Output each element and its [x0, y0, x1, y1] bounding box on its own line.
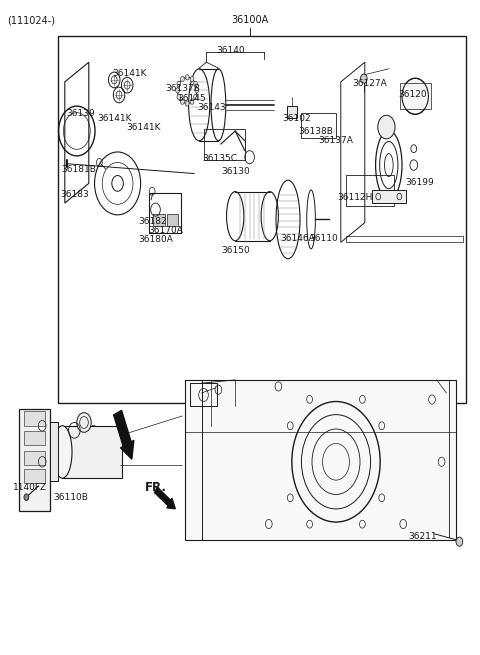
Circle shape	[456, 537, 463, 546]
Circle shape	[185, 75, 189, 80]
Text: 36211: 36211	[408, 532, 437, 541]
Text: 36183: 36183	[60, 190, 89, 199]
Ellipse shape	[77, 413, 91, 432]
Circle shape	[185, 101, 189, 106]
Bar	[372, 190, 406, 203]
Text: 1140FZ: 1140FZ	[12, 483, 47, 493]
Text: 36141K: 36141K	[127, 123, 161, 132]
Bar	[346, 175, 394, 206]
Ellipse shape	[84, 426, 103, 478]
Text: 36135C: 36135C	[203, 154, 237, 163]
Circle shape	[193, 81, 197, 86]
Circle shape	[177, 94, 181, 100]
Text: 36199: 36199	[406, 178, 434, 187]
Bar	[50, 422, 58, 481]
Bar	[58, 36, 466, 403]
Text: 36112H: 36112H	[337, 193, 373, 202]
Text: 36130: 36130	[221, 167, 250, 176]
Text: FR.: FR.	[145, 481, 167, 495]
Text: 36141K: 36141K	[97, 114, 132, 123]
Bar	[301, 113, 336, 138]
FancyArrow shape	[155, 487, 175, 509]
Circle shape	[177, 81, 181, 86]
Text: 36146A: 36146A	[280, 234, 315, 243]
Circle shape	[24, 494, 29, 500]
Text: 36140: 36140	[216, 46, 245, 55]
Circle shape	[195, 88, 199, 93]
Text: 36137A: 36137A	[319, 136, 353, 145]
Bar	[24, 469, 45, 483]
Text: 36100A: 36100A	[231, 15, 268, 25]
Bar	[153, 214, 165, 226]
Text: 36110B: 36110B	[54, 493, 88, 502]
Bar	[167, 214, 178, 226]
Bar	[204, 129, 245, 160]
Bar	[400, 83, 431, 109]
Text: 36139: 36139	[66, 109, 95, 119]
Bar	[287, 106, 297, 118]
Bar	[185, 380, 456, 540]
Bar	[24, 451, 45, 465]
Text: 36182: 36182	[138, 217, 167, 227]
Text: 36110: 36110	[310, 234, 338, 243]
Circle shape	[190, 99, 194, 104]
Text: 36137B: 36137B	[165, 84, 200, 93]
Bar	[24, 431, 45, 445]
Text: 36141K: 36141K	[112, 69, 147, 78]
Text: 36120: 36120	[398, 90, 427, 100]
Text: 36102: 36102	[282, 114, 311, 123]
Circle shape	[193, 94, 197, 100]
Circle shape	[360, 74, 367, 83]
Text: 36150: 36150	[221, 246, 250, 255]
Text: 36138B: 36138B	[299, 127, 333, 136]
Bar	[149, 193, 181, 233]
Circle shape	[190, 77, 194, 82]
Polygon shape	[19, 409, 50, 511]
Text: 36143: 36143	[197, 103, 226, 112]
Circle shape	[180, 77, 184, 82]
Text: 36181B: 36181B	[62, 165, 96, 174]
FancyArrow shape	[114, 411, 134, 459]
Text: 36145: 36145	[178, 94, 206, 103]
Bar	[190, 383, 217, 406]
Text: 36170A: 36170A	[148, 226, 183, 235]
Bar	[62, 426, 122, 478]
Circle shape	[378, 115, 395, 139]
Text: (111024-): (111024-)	[7, 15, 55, 25]
Text: 36180A: 36180A	[139, 235, 173, 244]
Circle shape	[176, 88, 180, 93]
Circle shape	[180, 99, 184, 104]
Ellipse shape	[53, 426, 72, 478]
Text: 36127A: 36127A	[352, 79, 387, 88]
Bar	[24, 411, 45, 426]
